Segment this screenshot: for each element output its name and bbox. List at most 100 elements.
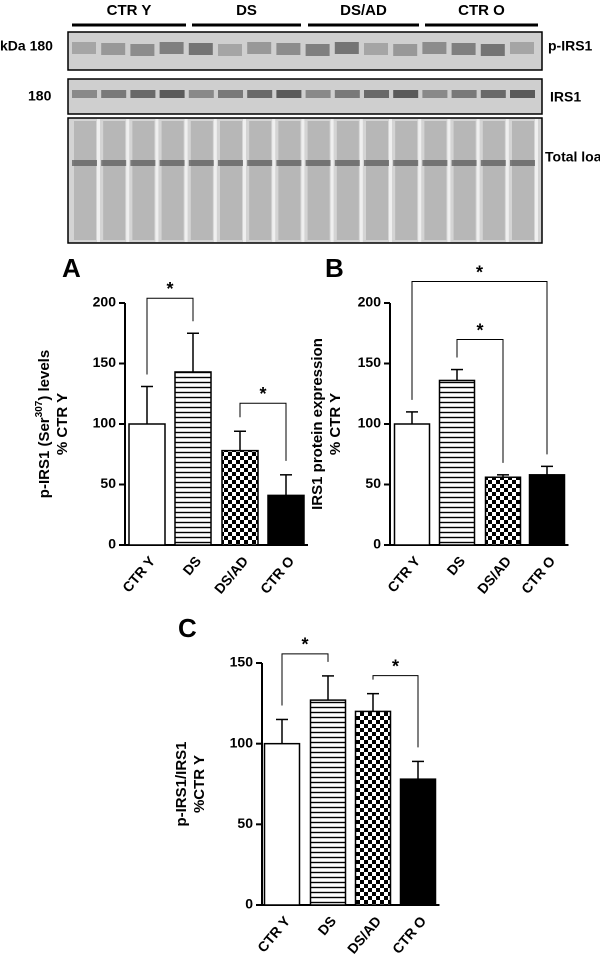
gap <box>505 119 509 242</box>
band <box>510 42 534 54</box>
band <box>101 43 126 55</box>
band <box>130 90 156 98</box>
lane <box>366 121 388 240</box>
band <box>130 44 155 56</box>
band <box>218 160 244 166</box>
band <box>334 90 360 98</box>
kda-label: kDa 180 <box>0 38 53 54</box>
gap <box>155 119 159 242</box>
band <box>393 90 419 98</box>
band <box>451 90 477 98</box>
lane <box>278 121 301 240</box>
band <box>422 160 449 166</box>
band <box>188 90 214 98</box>
bar <box>128 423 166 546</box>
significance-label: * <box>476 320 483 340</box>
y-tick-label: 0 <box>373 536 381 552</box>
row-label: IRS1 <box>550 89 581 105</box>
ladder-label: 180 <box>28 88 52 104</box>
band <box>422 42 447 54</box>
x-tick-label: DS/AD <box>344 913 384 957</box>
band <box>393 44 418 56</box>
x-tick-label: CTR Y <box>384 553 424 596</box>
group-label: DS/AD <box>340 2 387 19</box>
bar <box>393 423 431 546</box>
y-axis-label: %CTR Y <box>191 755 208 813</box>
significance-label: * <box>301 635 308 655</box>
band <box>305 90 331 98</box>
band <box>364 90 389 98</box>
y-tick-label: 200 <box>93 294 117 310</box>
band <box>510 90 535 98</box>
bar <box>174 371 212 546</box>
bar <box>221 449 259 546</box>
lane <box>132 121 155 240</box>
y-axis-label: p-IRS1/IRS1 <box>173 741 190 826</box>
band <box>393 160 420 166</box>
band <box>451 160 478 166</box>
x-tick-label: DS <box>314 913 339 938</box>
band <box>480 160 507 166</box>
band <box>218 44 242 56</box>
row-label: p-IRS1 <box>548 38 593 54</box>
gap <box>535 119 538 242</box>
lane <box>453 121 476 240</box>
x-tick-label: CTR Y <box>119 553 159 596</box>
band <box>364 43 388 55</box>
significance-label: * <box>476 262 483 282</box>
y-tick-label: 150 <box>230 654 254 670</box>
group-label: DS <box>236 2 257 19</box>
band <box>188 43 213 55</box>
band <box>510 160 536 166</box>
band <box>480 44 505 56</box>
significance-bracket <box>372 675 419 748</box>
significance-bracket <box>146 297 194 375</box>
panel-label: A <box>62 253 81 283</box>
lane <box>395 121 418 240</box>
significance-bracket <box>411 281 548 455</box>
y-axis-label: % CTR Y <box>327 393 344 455</box>
band <box>72 90 97 98</box>
y-tick-label: 100 <box>93 415 117 431</box>
y-tick-label: 50 <box>237 815 253 831</box>
significance-label: * <box>166 279 173 299</box>
bar <box>263 742 301 906</box>
group-label: CTR Y <box>107 2 152 19</box>
lane <box>307 121 330 240</box>
y-label-text: ) levels <box>36 350 53 401</box>
gap <box>97 119 100 242</box>
band <box>72 42 96 54</box>
significance-bracket <box>456 339 504 463</box>
y-tick-label: 50 <box>365 475 381 491</box>
y-label-text: IRS1 protein expression <box>309 338 326 510</box>
x-tick-label: DS <box>179 553 204 578</box>
x-tick-label: DS/AD <box>474 553 514 597</box>
gap <box>447 119 451 242</box>
lane <box>190 121 213 240</box>
band <box>159 42 184 54</box>
bar <box>438 379 476 546</box>
y-tick-label: 150 <box>93 354 117 370</box>
x-tick-label: DS <box>443 553 468 578</box>
lane <box>220 121 242 240</box>
band <box>218 90 243 98</box>
gap <box>126 119 130 242</box>
y-tick-label: 100 <box>358 415 382 431</box>
band <box>334 160 361 166</box>
band <box>159 90 185 98</box>
gap <box>301 119 305 242</box>
band <box>159 160 186 166</box>
gap <box>359 119 363 242</box>
band <box>130 160 157 166</box>
y-tick-label: 200 <box>358 294 382 310</box>
band <box>422 90 448 98</box>
lane <box>512 121 534 240</box>
significance-label: * <box>259 384 266 404</box>
bar <box>267 494 305 546</box>
bar <box>309 699 347 906</box>
significance-bracket <box>239 402 287 461</box>
band <box>364 160 390 166</box>
y-label-sup: 307 <box>34 400 45 417</box>
y-label-text: p-IRS1/IRS1 <box>173 741 190 826</box>
